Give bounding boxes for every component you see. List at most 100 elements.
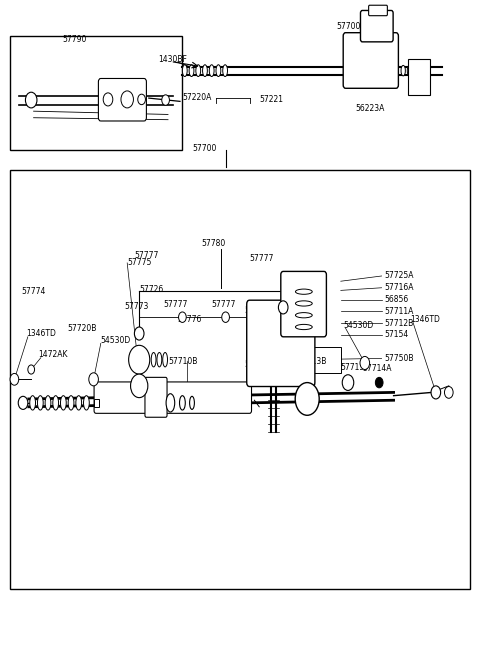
Text: 57774: 57774 [22,286,46,296]
Circle shape [342,375,354,390]
Ellipse shape [203,65,207,77]
Ellipse shape [190,396,194,409]
Text: 57776: 57776 [178,315,202,324]
Circle shape [162,95,169,105]
FancyBboxPatch shape [343,33,398,88]
Circle shape [134,327,144,340]
Ellipse shape [37,396,43,410]
Circle shape [444,387,453,398]
Ellipse shape [182,65,187,77]
Circle shape [431,386,441,399]
Circle shape [10,373,19,385]
Text: 57712B: 57712B [384,318,413,328]
FancyBboxPatch shape [94,382,252,413]
Text: 57713B: 57713B [298,356,327,366]
Text: 57726: 57726 [139,285,164,294]
FancyBboxPatch shape [281,271,326,337]
Ellipse shape [163,353,168,367]
Text: 57154: 57154 [384,330,408,339]
FancyBboxPatch shape [360,10,393,42]
Ellipse shape [296,289,312,294]
Text: 56223A: 56223A [355,104,384,113]
Ellipse shape [60,396,66,410]
Circle shape [222,312,229,322]
Circle shape [28,365,35,374]
FancyBboxPatch shape [247,300,315,387]
Text: 57777: 57777 [163,300,188,309]
Ellipse shape [407,65,412,76]
Ellipse shape [296,313,312,318]
Circle shape [360,356,370,370]
Circle shape [138,94,145,105]
Text: 1346TD: 1346TD [410,315,440,324]
Circle shape [179,312,186,322]
Circle shape [121,91,133,108]
Ellipse shape [76,396,82,410]
Ellipse shape [401,65,405,76]
Text: 57714A: 57714A [362,364,392,373]
Ellipse shape [53,396,59,410]
Circle shape [18,396,28,409]
Circle shape [375,377,383,388]
Text: 57700: 57700 [192,144,216,153]
Circle shape [129,345,150,374]
Bar [408,59,430,95]
Circle shape [295,383,319,415]
Bar [94,399,99,407]
Text: 57780: 57780 [202,239,226,248]
Ellipse shape [189,65,194,77]
Text: 54530D: 54530D [101,336,131,345]
Text: 57762: 57762 [288,326,312,335]
Text: 57763: 57763 [245,360,269,369]
Circle shape [278,301,288,314]
Text: 57711A: 57711A [384,307,413,316]
Circle shape [89,373,98,386]
Text: 57777: 57777 [134,250,159,260]
FancyBboxPatch shape [98,78,146,121]
Circle shape [25,92,37,108]
Text: 56856: 56856 [384,295,408,304]
Text: 1472AK: 1472AK [38,350,68,359]
Ellipse shape [166,394,175,412]
Text: 54530D: 54530D [343,320,373,330]
Text: 57221: 57221 [259,95,283,104]
Ellipse shape [209,65,214,77]
Bar [10,170,470,589]
Text: 57773: 57773 [125,301,149,311]
Bar [10,36,182,150]
Text: 57715: 57715 [341,363,365,372]
Text: 1346TD: 1346TD [26,329,56,338]
FancyBboxPatch shape [369,5,387,16]
Ellipse shape [413,65,418,76]
FancyBboxPatch shape [145,377,167,417]
Ellipse shape [223,65,228,77]
Text: 57777: 57777 [250,254,274,263]
Text: 57713C: 57713C [245,306,274,315]
Ellipse shape [296,301,312,306]
Ellipse shape [30,396,36,410]
Ellipse shape [180,396,185,410]
Ellipse shape [84,396,89,410]
Ellipse shape [216,65,221,77]
Circle shape [103,93,113,106]
Text: 57750B: 57750B [384,354,413,363]
Text: 57777: 57777 [211,300,236,309]
Text: 57790: 57790 [62,35,87,44]
Ellipse shape [151,353,156,367]
Ellipse shape [45,396,51,410]
Text: 57725A: 57725A [384,271,413,281]
Ellipse shape [196,65,201,77]
Text: 57720B: 57720B [67,324,96,333]
Text: 57700: 57700 [336,22,360,31]
Ellipse shape [68,396,74,410]
Text: 57220A: 57220A [182,93,212,102]
Text: 57716A: 57716A [384,283,413,292]
Ellipse shape [420,65,424,76]
Circle shape [131,374,148,398]
Bar [312,347,341,373]
Text: 57775: 57775 [127,258,152,267]
Ellipse shape [296,324,312,330]
Text: 1430BF: 1430BF [158,55,187,64]
Ellipse shape [157,353,162,367]
Ellipse shape [426,65,431,76]
